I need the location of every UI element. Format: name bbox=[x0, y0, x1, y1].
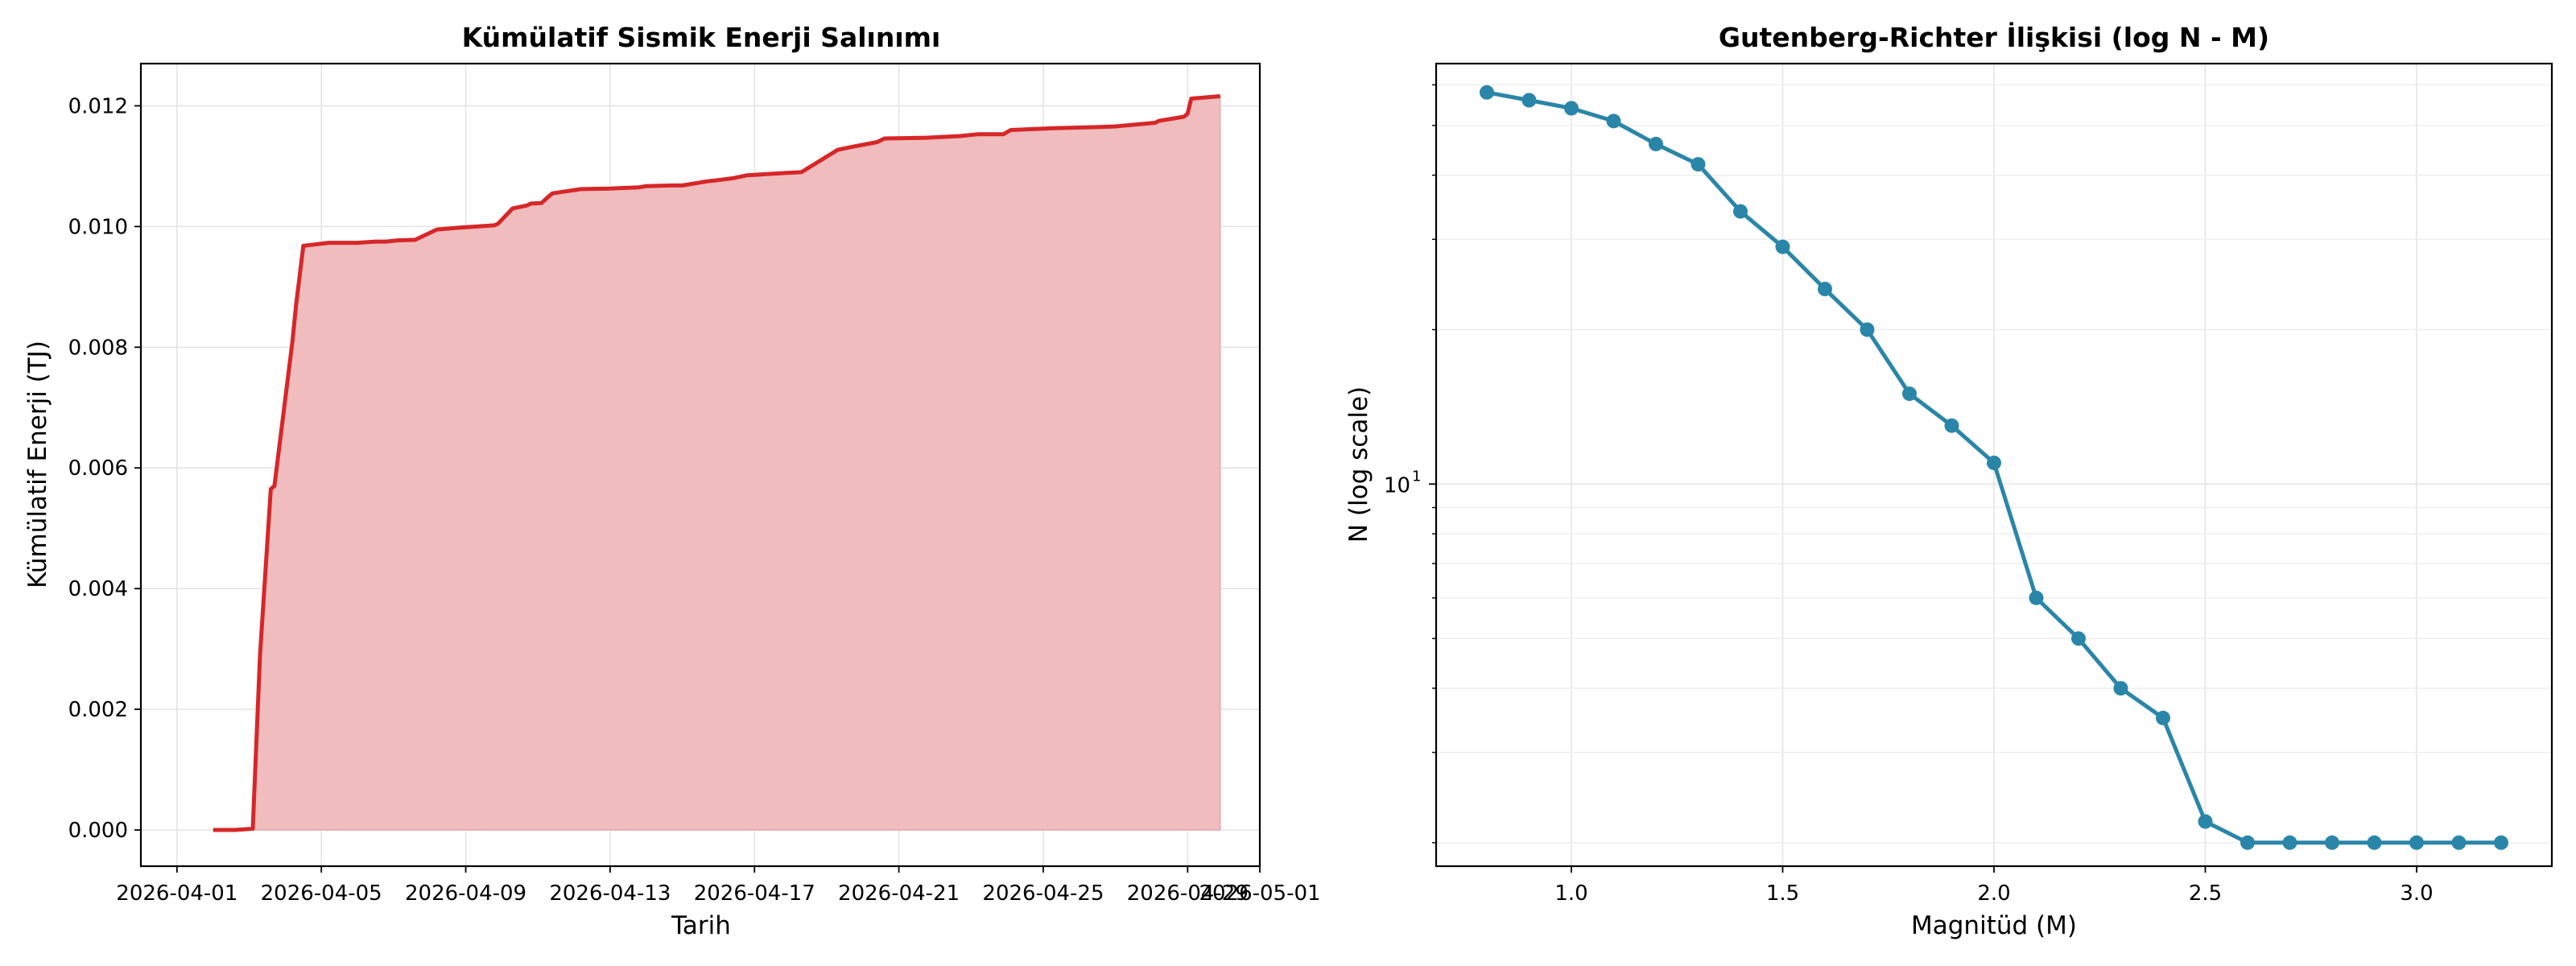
data-point bbox=[1733, 204, 1748, 219]
data-point bbox=[1606, 114, 1621, 129]
y-axis-label: N (log scale) bbox=[1344, 386, 1373, 543]
data-point bbox=[2113, 681, 2128, 696]
x-tick-label: 2.5 bbox=[2189, 881, 2222, 906]
energy-series-line bbox=[213, 94, 1220, 832]
x-tick-label: 2026-04-17 bbox=[694, 881, 815, 906]
x-axis-label: Magnitüd (M) bbox=[1911, 911, 2077, 940]
data-point bbox=[2282, 835, 2297, 850]
x-tick-label: 2026-04-25 bbox=[982, 881, 1104, 906]
data-point bbox=[2494, 835, 2508, 850]
chart-title: Kümülatif Sismik Enerji Salınımı bbox=[462, 22, 941, 53]
data-point bbox=[2156, 710, 2170, 725]
axis-ticks: 1.0 1.5 2.0 2.5 3.0 10 1 bbox=[1384, 84, 2434, 906]
y-tick-label: 0.006 bbox=[68, 456, 128, 481]
x-tick-label: 2026-04-05 bbox=[261, 881, 382, 906]
x-tick-label: 2026-04-09 bbox=[405, 881, 526, 906]
x-tick-label: 2026-05-01 bbox=[1199, 881, 1320, 906]
data-point bbox=[1818, 282, 1832, 296]
data-point bbox=[1690, 157, 1706, 172]
y-tick-label: 0.002 bbox=[68, 698, 128, 722]
y-tick-label: 10 bbox=[1384, 473, 1410, 497]
data-point bbox=[2198, 814, 2213, 829]
data-point bbox=[1480, 85, 1494, 100]
x-axis-label: Tarih bbox=[671, 911, 731, 940]
y-tick-label: 0.010 bbox=[68, 215, 128, 239]
data-point bbox=[1649, 136, 1663, 151]
gr-series-markers bbox=[1480, 85, 2508, 850]
data-point bbox=[2240, 835, 2255, 850]
data-point bbox=[1860, 322, 1875, 337]
data-point bbox=[1564, 101, 1579, 116]
x-tick-label: 2026-04-01 bbox=[116, 881, 237, 906]
plot-frame bbox=[139, 62, 1261, 868]
grid bbox=[1436, 64, 2552, 866]
data-point bbox=[1944, 418, 1959, 433]
gutenberg-richter-chart: Gutenberg-Richter İlişkisi (log N - M) 1… bbox=[1344, 21, 2553, 940]
data-point bbox=[1987, 456, 2001, 470]
y-axis-label: Kümülatif Enerji (TJ) bbox=[23, 341, 52, 588]
x-tick-label: 2.0 bbox=[1977, 881, 2010, 906]
x-tick-label: 2026-04-13 bbox=[549, 881, 671, 906]
y-tick-label: 0.012 bbox=[68, 94, 128, 118]
data-point bbox=[2451, 835, 2467, 850]
y-tick-label: 0.008 bbox=[68, 336, 128, 360]
data-point bbox=[1775, 239, 1790, 254]
data-point bbox=[2367, 835, 2382, 850]
data-point bbox=[2409, 835, 2424, 850]
x-tick-label: 2026-04-29 bbox=[1127, 881, 1249, 906]
data-point bbox=[2325, 835, 2339, 850]
data-point bbox=[1521, 93, 1537, 108]
x-tick-label: 1.0 bbox=[1554, 881, 1587, 906]
y-tick-label: 0.004 bbox=[68, 577, 128, 601]
cumulative-energy-chart: Kümülatif Sismik Enerji Salınımı 2026-04… bbox=[23, 22, 1321, 940]
x-tick-label: 3.0 bbox=[2400, 881, 2433, 906]
data-point bbox=[1902, 386, 1917, 402]
data-point bbox=[2029, 590, 2044, 605]
x-tick-label: 2026-04-21 bbox=[838, 881, 960, 906]
axis-ticks: 2026-04-01 2026-04-05 2026-04-09 2026-04-13… bbox=[68, 94, 1321, 906]
data-point bbox=[2071, 631, 2086, 646]
x-tick-label: 1.5 bbox=[1766, 881, 1799, 906]
y-tick-label: 0.000 bbox=[68, 819, 128, 843]
chart-title: Gutenberg-Richter İlişkisi (log N - M) bbox=[1719, 21, 2269, 53]
y-tick-exponent: 1 bbox=[1412, 468, 1421, 485]
